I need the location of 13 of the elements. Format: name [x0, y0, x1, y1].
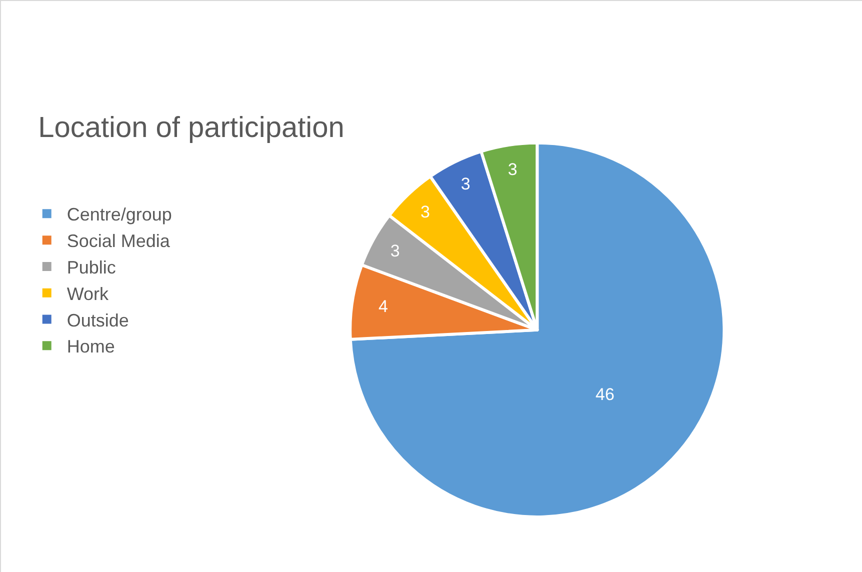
data-label: 3	[390, 242, 400, 261]
legend-label: Home	[66, 336, 115, 357]
data-label: 46	[595, 384, 614, 404]
data-label: 3	[508, 160, 518, 179]
legend-label: Social Media	[66, 231, 171, 252]
chart-title: Location of participation	[38, 112, 344, 144]
legend-label: Outside	[66, 310, 129, 330]
legend-label: Public	[66, 258, 116, 278]
data-label: 3	[420, 202, 430, 222]
data-label: 3	[460, 174, 470, 194]
legend-label: Work	[66, 284, 110, 304]
legend-label: Centre/group	[66, 204, 172, 225]
data-label: 4	[378, 296, 388, 316]
